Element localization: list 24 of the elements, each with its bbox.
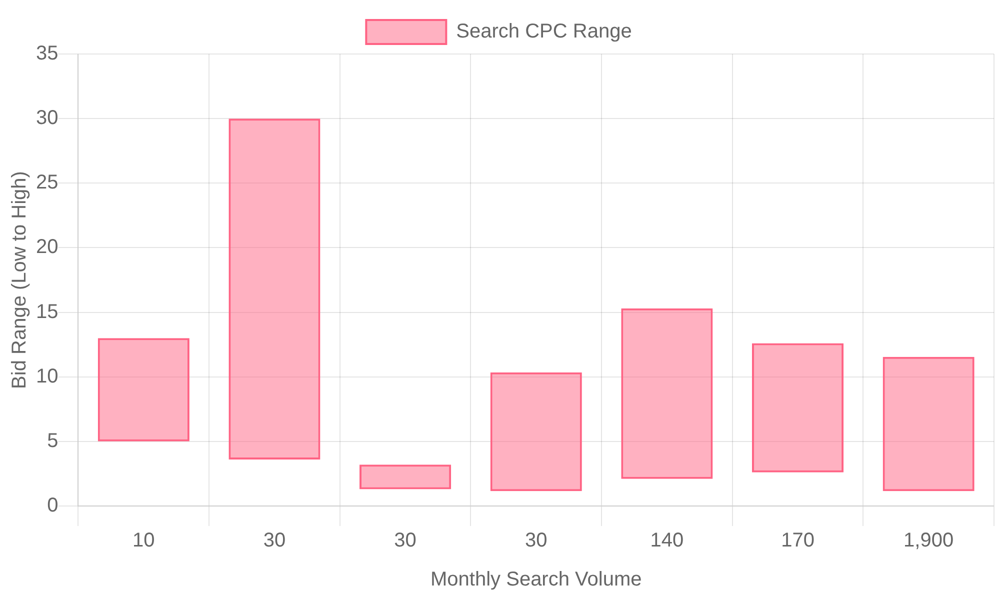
x-tick-label: 30 (525, 530, 548, 552)
x-tick-label: 30 (263, 530, 286, 552)
x-tick-label: 1,900 (904, 530, 954, 552)
y-tick-label: 35 (36, 42, 58, 65)
x-tick-label: 30 (394, 530, 416, 552)
legend-label: Search CPC Range (456, 20, 632, 43)
y-axis-title: Bid Range (Low to High) (8, 171, 31, 389)
x-tick-label: 10 (132, 530, 155, 552)
y-tick-label: 5 (47, 430, 58, 452)
bar (490, 372, 582, 492)
y-tick-label: 15 (36, 300, 58, 323)
x-axis-title: Monthly Search Volume (430, 568, 642, 591)
bar (98, 338, 190, 442)
x-tick-label: 140 (650, 530, 684, 552)
bar (882, 356, 974, 492)
x-tick-label: 170 (781, 530, 814, 552)
y-tick-label: 10 (36, 365, 58, 388)
y-tick-label: 30 (36, 107, 58, 130)
bar (621, 308, 713, 479)
bar (752, 343, 844, 472)
y-tick-label: 25 (36, 172, 58, 194)
bar (360, 464, 452, 490)
y-tick-label: 20 (36, 236, 58, 258)
y-tick-label: 0 (47, 494, 58, 517)
